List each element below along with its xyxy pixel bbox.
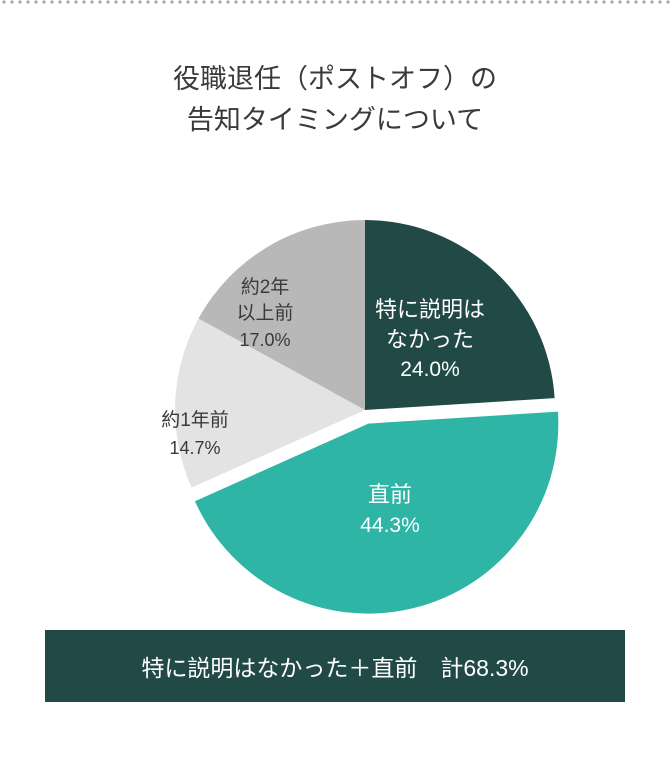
title-line2: 告知タイミングについて bbox=[187, 105, 483, 135]
title-line1: 役職退任（ポストオフ）の bbox=[173, 64, 497, 94]
summary-footer-text: 特に説明はなかった＋直前 計68.3% bbox=[141, 649, 528, 683]
pie-slice-no_explanation bbox=[365, 220, 555, 410]
dotted-divider bbox=[0, 0, 670, 4]
pie-chart-area: 特に説明はなかった24.0%直前44.3%約1年前14.7%約2年以上前17.0… bbox=[0, 140, 670, 630]
pie-chart-svg bbox=[0, 140, 670, 630]
summary-footer: 特に説明はなかった＋直前 計68.3% bbox=[45, 630, 625, 702]
chart-title: 役職退任（ポストオフ）の 告知タイミングについて bbox=[0, 59, 670, 140]
